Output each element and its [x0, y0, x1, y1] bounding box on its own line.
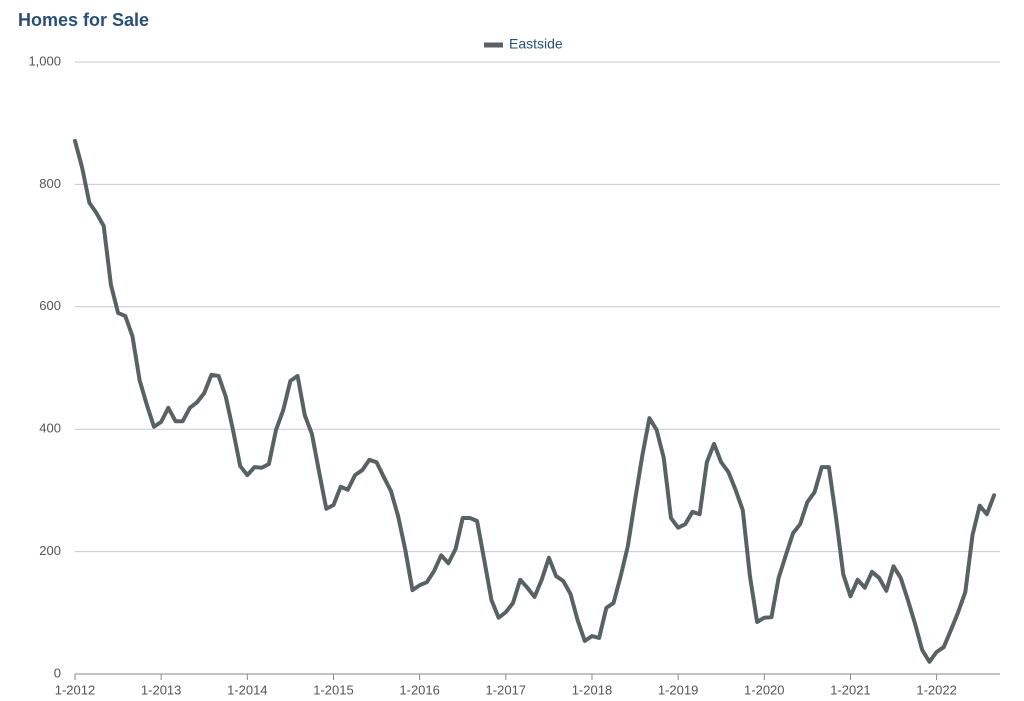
x-tick-label: 1-2019 — [658, 682, 698, 697]
y-tick-label: 1,000 — [28, 53, 61, 68]
x-tick-label: 1-2021 — [830, 682, 870, 697]
data-line — [73, 138, 997, 664]
x-tick-label: 1-2016 — [399, 682, 439, 697]
x-tick-label: 1-2014 — [227, 682, 267, 697]
x-tick-label: 1-2018 — [572, 682, 612, 697]
chart-title: Homes for Sale — [18, 10, 149, 30]
legend-label: Eastside — [509, 36, 563, 52]
x-tick-label: 1-2012 — [55, 682, 95, 697]
x-tick-label: 1-2013 — [141, 682, 181, 697]
y-tick-label: 400 — [39, 421, 61, 436]
x-tick-label: 1-2015 — [313, 682, 353, 697]
y-tick-label: 800 — [39, 176, 61, 191]
y-tick-label: 600 — [39, 298, 61, 313]
x-tick-label: 1-2020 — [744, 682, 784, 697]
x-tick-label: 1-2022 — [916, 682, 956, 697]
y-tick-label: 200 — [39, 543, 61, 558]
y-tick-label: 0 — [54, 665, 61, 680]
x-tick-label: 1-2017 — [486, 682, 526, 697]
